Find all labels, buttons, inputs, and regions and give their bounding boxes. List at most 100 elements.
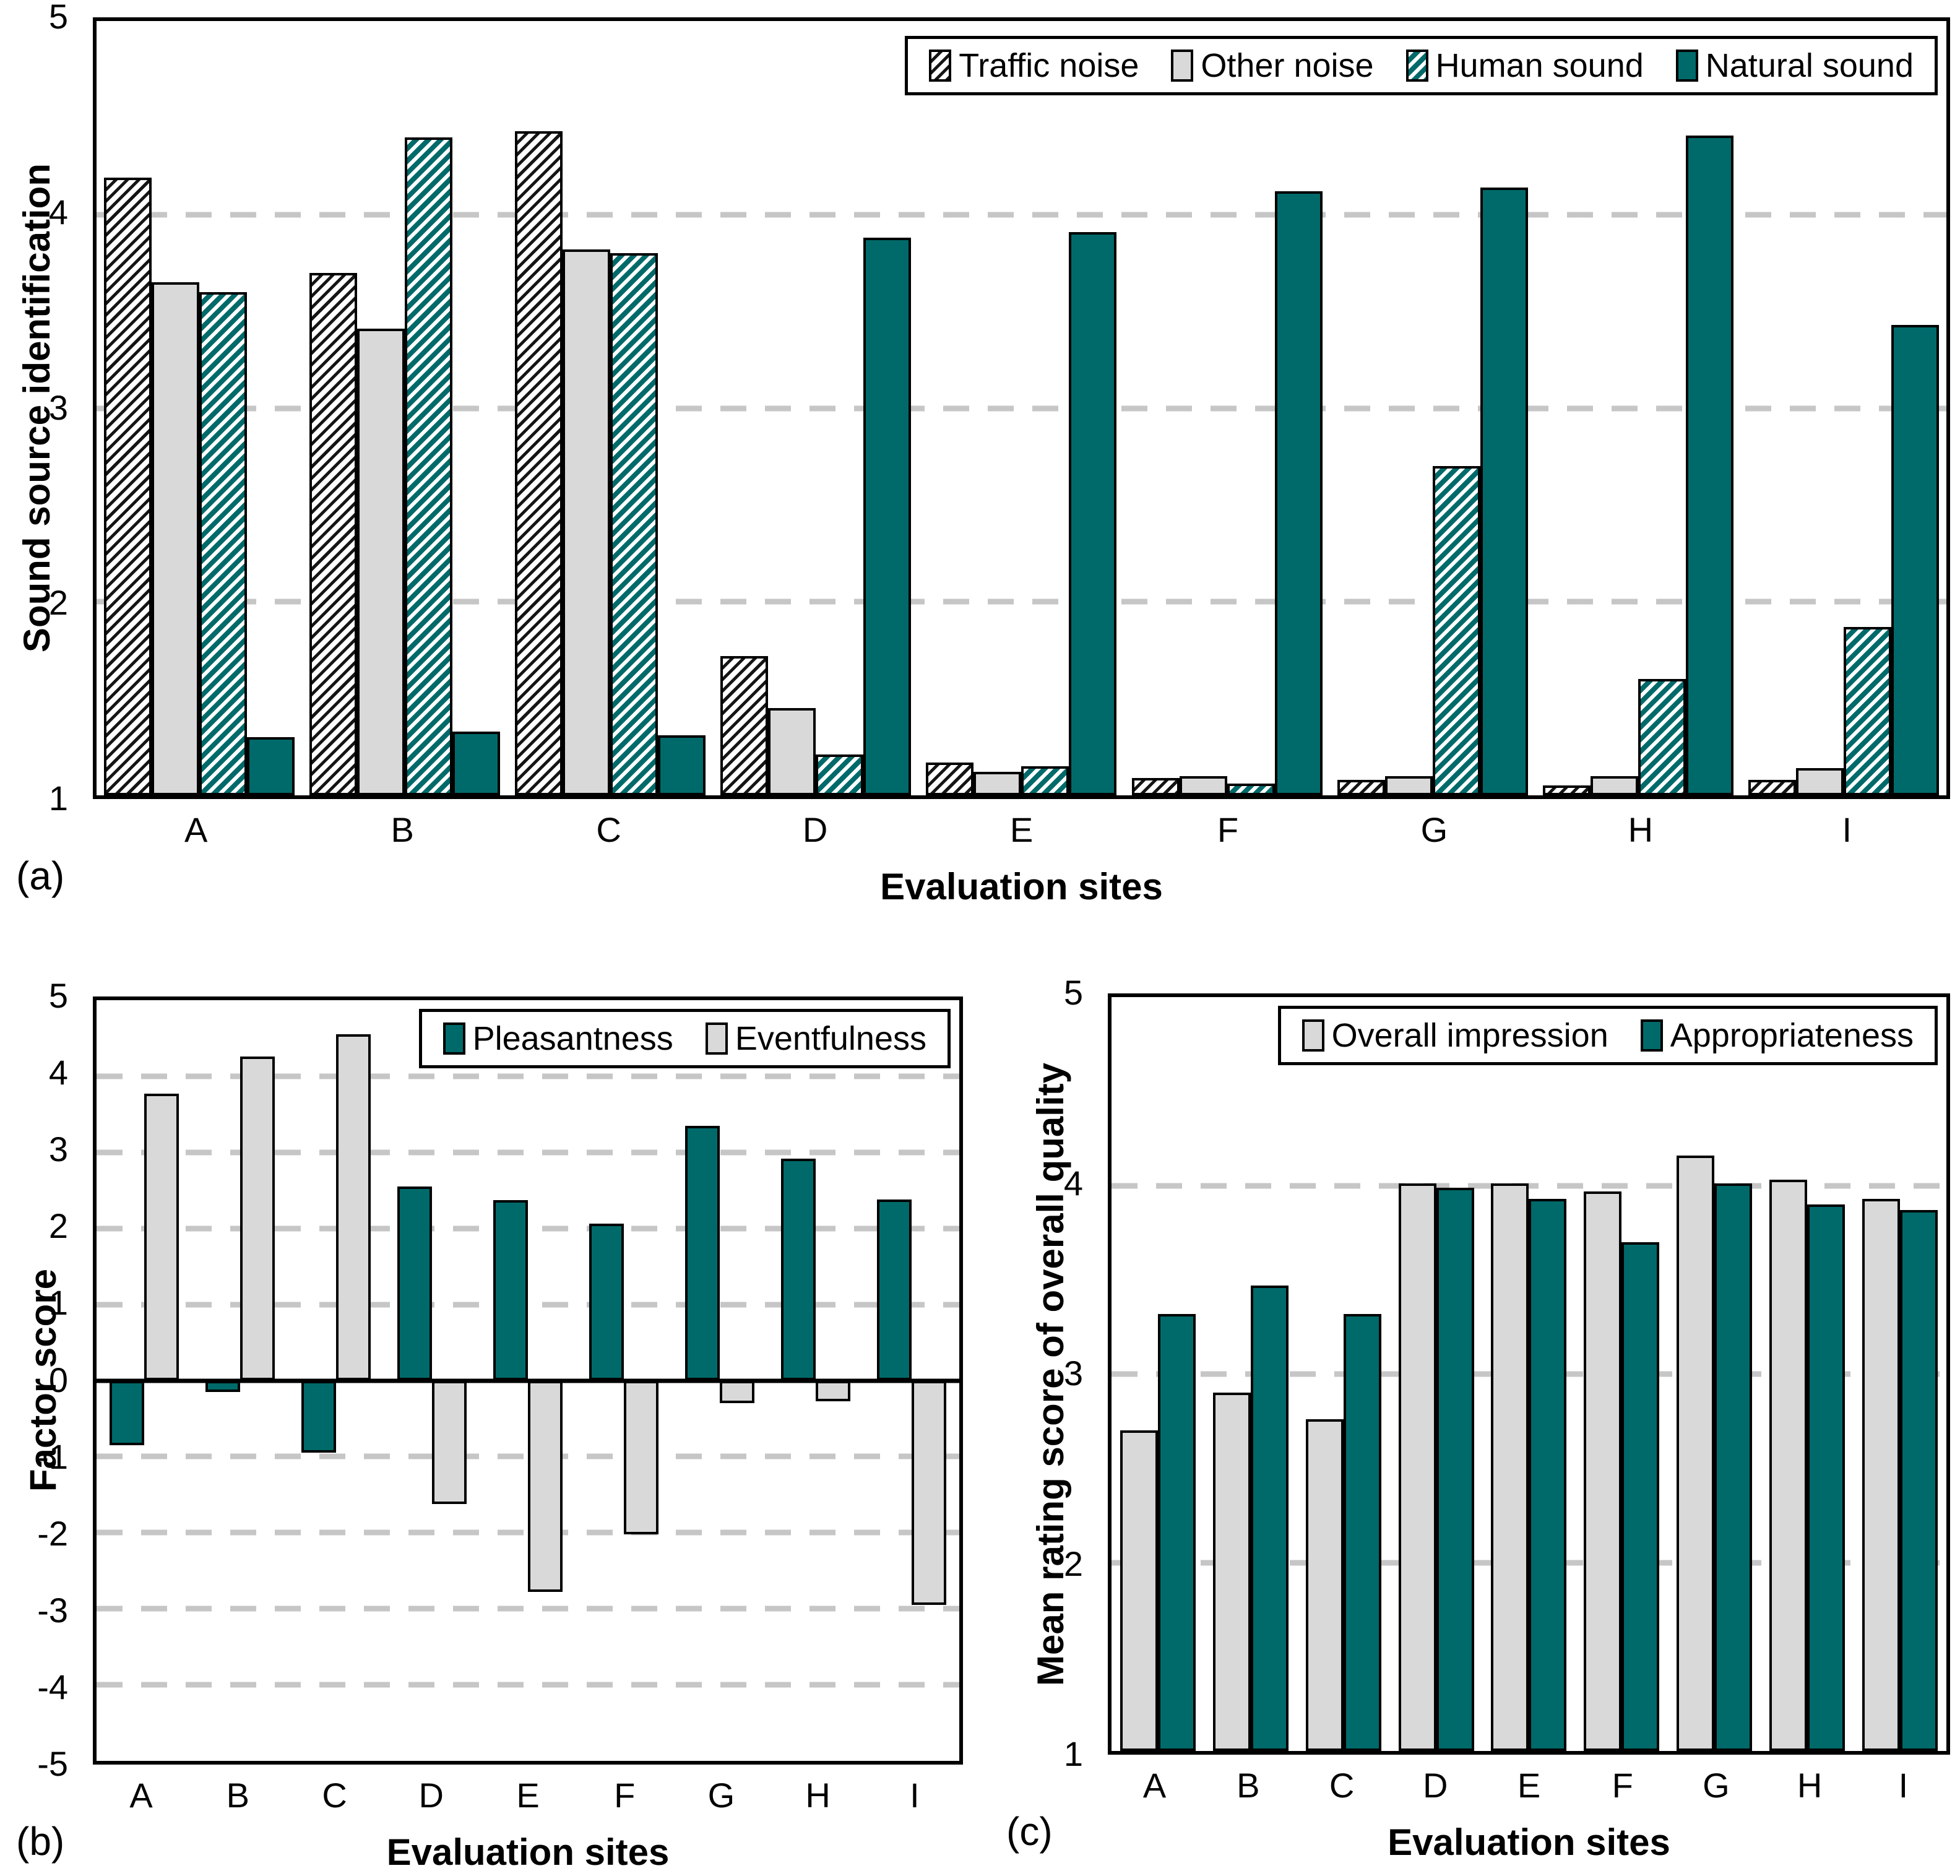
bar-pleasantness-D bbox=[397, 1187, 433, 1381]
panel-a: Sound source identification Traffic nois… bbox=[0, 0, 1960, 928]
bar-natural-sound-I bbox=[1891, 325, 1939, 795]
bar-group-A bbox=[97, 1000, 192, 1761]
bar-group-H bbox=[767, 1000, 863, 1761]
y-tick-label-2: 2 bbox=[48, 583, 68, 623]
bar-pleasantness-F bbox=[589, 1224, 624, 1381]
bar-eventfulness-D bbox=[432, 1380, 467, 1504]
bar-other-noise-H bbox=[1590, 776, 1638, 795]
x-tick-label-E: E bbox=[516, 1776, 540, 1815]
bar-group-D bbox=[384, 1000, 480, 1761]
bar-other-noise-A bbox=[152, 282, 200, 795]
legend-swatch-solid-teal-icon bbox=[443, 1022, 465, 1055]
bar-group-A bbox=[97, 21, 302, 795]
bar-overall-impression-C bbox=[1305, 1419, 1344, 1751]
y-tick-label-4: 4 bbox=[1063, 1163, 1083, 1203]
y-tick-label-1: 1 bbox=[48, 778, 68, 818]
bar-eventfulness-H bbox=[815, 1380, 850, 1401]
bar-group-F bbox=[1575, 997, 1668, 1751]
bar-overall-impression-A bbox=[1120, 1430, 1158, 1751]
y-tick-label-4: 4 bbox=[48, 1052, 68, 1092]
y-tick-label-2: 2 bbox=[48, 1206, 68, 1246]
bar-group-A bbox=[1112, 997, 1204, 1751]
bar-overall-impression-G bbox=[1677, 1155, 1715, 1751]
bar-group-G bbox=[1668, 997, 1761, 1751]
bar-natural-sound-D bbox=[863, 238, 912, 795]
panel-b-plot-area: Pleasantness Eventfulness bbox=[93, 996, 963, 1765]
panel-b-x-axis-title: Evaluation sites bbox=[386, 1831, 670, 1873]
x-tick-label-A: A bbox=[184, 810, 208, 849]
bar-eventfulness-F bbox=[623, 1380, 658, 1534]
panel-b-label: (b) bbox=[16, 1819, 65, 1864]
bar-appropriateness-B bbox=[1250, 1285, 1289, 1751]
x-tick-label-I: I bbox=[910, 1776, 920, 1815]
x-tick-label-A: A bbox=[1142, 1766, 1167, 1805]
bar-appropriateness-H bbox=[1807, 1204, 1846, 1751]
gridline-2 bbox=[97, 599, 1946, 605]
bar-human-sound-C bbox=[610, 253, 658, 795]
bar-other-noise-I bbox=[1795, 768, 1844, 795]
x-tick-label-G: G bbox=[1703, 1766, 1730, 1805]
gridline--4 bbox=[97, 1682, 959, 1688]
gridline--3 bbox=[97, 1606, 959, 1612]
bar-pleasantness-A bbox=[110, 1380, 145, 1445]
bar-human-sound-E bbox=[1021, 766, 1069, 795]
y-tick-label-1: 1 bbox=[48, 1283, 68, 1323]
bar-overall-impression-B bbox=[1212, 1393, 1251, 1751]
panel-c-y-tick-labels: 5 4 3 2 1 bbox=[990, 975, 1097, 1771]
legend-swatch-solid-gray-icon bbox=[1171, 50, 1194, 82]
panel-b-legend: Pleasantness Eventfulness bbox=[418, 1009, 951, 1068]
y-tick-label--1: -1 bbox=[37, 1437, 68, 1476]
y-tick-label--4: -4 bbox=[37, 1667, 68, 1706]
legend-swatch-hatch-black-icon bbox=[929, 50, 952, 82]
y-tick-label-1: 1 bbox=[1063, 1734, 1083, 1773]
x-tick-label-C: C bbox=[322, 1776, 347, 1815]
x-tick-label-B: B bbox=[391, 810, 414, 849]
x-tick-label-B: B bbox=[226, 1776, 250, 1815]
x-tick-label-I: I bbox=[1842, 810, 1852, 849]
panel-c: Mean rating score of overall quality Ove… bbox=[990, 966, 1960, 1876]
bar-group-E bbox=[1483, 997, 1576, 1751]
bar-group-H bbox=[1535, 21, 1741, 795]
bar-eventfulness-G bbox=[719, 1380, 754, 1404]
x-tick-label-I: I bbox=[1898, 1766, 1909, 1805]
bar-appropriateness-G bbox=[1714, 1183, 1753, 1751]
bar-overall-impression-F bbox=[1584, 1191, 1622, 1751]
legend-item-natural-sound: Natural sound bbox=[1675, 47, 1914, 84]
bar-natural-sound-G bbox=[1480, 187, 1528, 795]
legend-item-pleasantness: Pleasantness bbox=[443, 1022, 673, 1055]
x-tick-label-D: D bbox=[1423, 1766, 1448, 1805]
gridline-2 bbox=[97, 1225, 959, 1232]
legend-item-traffic-noise: Traffic noise bbox=[929, 49, 1139, 82]
bar-appropriateness-A bbox=[1157, 1313, 1196, 1751]
x-tick-label-G: G bbox=[707, 1776, 735, 1815]
bar-group-I bbox=[863, 1000, 959, 1761]
gridline-4 bbox=[1112, 1183, 1946, 1188]
bar-traffic-noise-D bbox=[720, 655, 769, 795]
bar-group-B bbox=[192, 1000, 288, 1761]
y-tick-label-5: 5 bbox=[1063, 972, 1083, 1012]
bar-group-C bbox=[507, 21, 713, 795]
bar-natural-sound-B bbox=[452, 731, 501, 795]
legend-swatch-solid-gray-icon bbox=[1302, 1019, 1324, 1052]
legend-label: Eventfulness bbox=[735, 1020, 926, 1057]
bar-eventfulness-A bbox=[144, 1094, 179, 1381]
legend-label: Natural sound bbox=[1705, 47, 1914, 84]
legend-label: Human sound bbox=[1435, 47, 1644, 84]
x-tick-label-C: C bbox=[1329, 1766, 1355, 1805]
bar-human-sound-G bbox=[1432, 466, 1480, 795]
gridline-4 bbox=[97, 1073, 959, 1079]
bar-overall-impression-H bbox=[1769, 1180, 1808, 1751]
bar-human-sound-F bbox=[1227, 784, 1275, 795]
bar-group-I bbox=[1741, 21, 1946, 795]
legend-swatch-hatch-teal-icon bbox=[1405, 50, 1428, 82]
bar-overall-impression-D bbox=[1398, 1183, 1436, 1751]
x-tick-label-F: F bbox=[1612, 1766, 1633, 1805]
legend-swatch-solid-gray-icon bbox=[705, 1022, 728, 1055]
bar-human-sound-H bbox=[1638, 679, 1686, 795]
y-tick-label-3: 3 bbox=[48, 387, 68, 427]
y-tick-label-2: 2 bbox=[1063, 1544, 1083, 1583]
legend-swatch-solid-teal-icon bbox=[1640, 1019, 1663, 1052]
panel-a-legend: Traffic noise Other noise Human sound Natur… bbox=[905, 36, 1938, 95]
y-tick-label-5: 5 bbox=[48, 975, 68, 1015]
